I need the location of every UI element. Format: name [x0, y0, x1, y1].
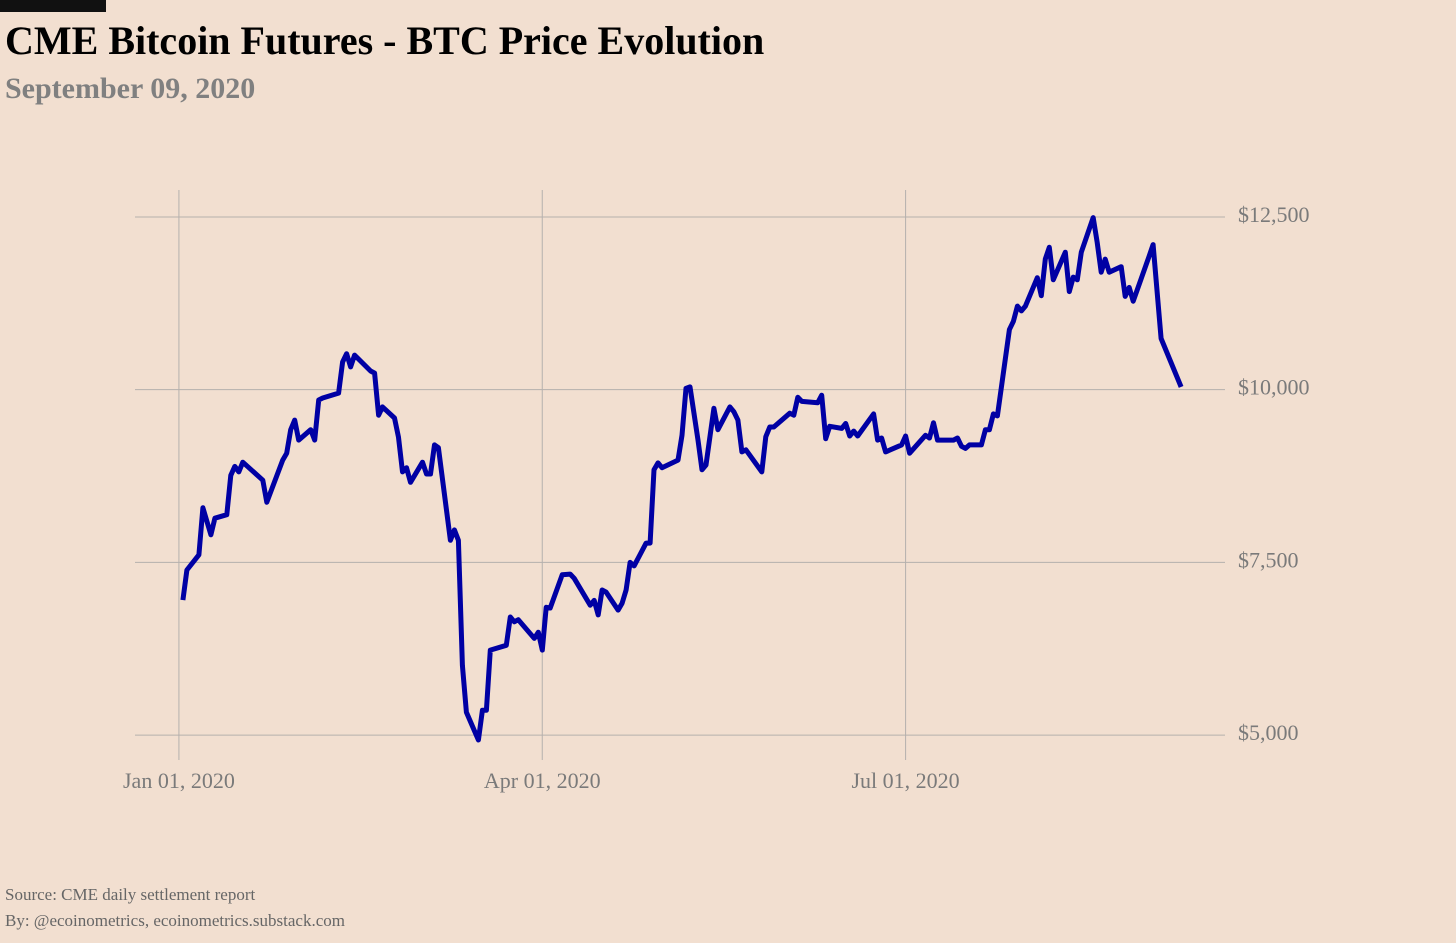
y-tick-label: $7,500: [1238, 547, 1299, 572]
source: Source: CME daily settlement report: [5, 885, 255, 904]
y-tick-label: $10,000: [1238, 375, 1310, 400]
chart-title: CME Bitcoin Futures - BTC Price Evolutio…: [5, 18, 764, 63]
top-bar: [0, 0, 106, 12]
x-tick-label: Jan 01, 2020: [123, 768, 235, 793]
x-tick-label: Apr 01, 2020: [484, 768, 601, 793]
price-line: [180, 215, 1184, 743]
chart-subtitle: September 09, 2020: [5, 72, 255, 105]
y-tick-label: $12,500: [1238, 202, 1310, 227]
x-tick-label: Jul 01, 2020: [851, 768, 959, 793]
y-tick-label: $5,000: [1238, 720, 1299, 745]
byline: By: @ecoinometrics, ecoinometrics.substa…: [5, 911, 345, 930]
